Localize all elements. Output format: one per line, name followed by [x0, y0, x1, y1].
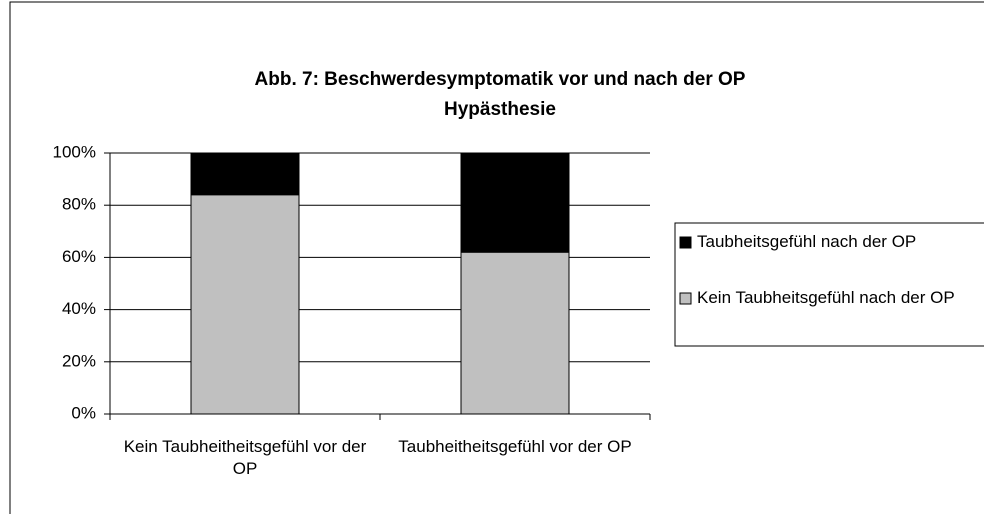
- bar-segment: [460, 152, 570, 253]
- y-tick-label: 40%: [62, 299, 96, 318]
- legend-box: [674, 222, 984, 347]
- legend-swatch: [679, 292, 692, 305]
- chart-title: Abb. 7: Beschwerdesymptomatik vor und na…: [255, 69, 746, 90]
- bar-segment: [190, 152, 300, 196]
- y-tick-label: 60%: [62, 247, 96, 266]
- legend-label: Taubheitsgefühl nach der OP: [697, 232, 917, 251]
- y-tick-label: 0%: [71, 403, 96, 422]
- y-tick-label: 100%: [53, 142, 96, 161]
- legend-label: Kein Taubheitsgefühl nach der OP: [697, 288, 955, 307]
- y-tick-label: 80%: [62, 195, 96, 214]
- bar-segment: [190, 194, 300, 415]
- chart-subtitle: Hypästhesie: [444, 99, 556, 120]
- x-tick-label: Taubheitheitsgefühl vor der OP: [398, 437, 632, 456]
- x-tick-label: Kein Taubheitheitsgefühl vor der OP: [123, 437, 367, 478]
- bar-segment: [460, 251, 570, 415]
- y-tick-label: 20%: [62, 351, 96, 370]
- legend-swatch: [679, 236, 692, 249]
